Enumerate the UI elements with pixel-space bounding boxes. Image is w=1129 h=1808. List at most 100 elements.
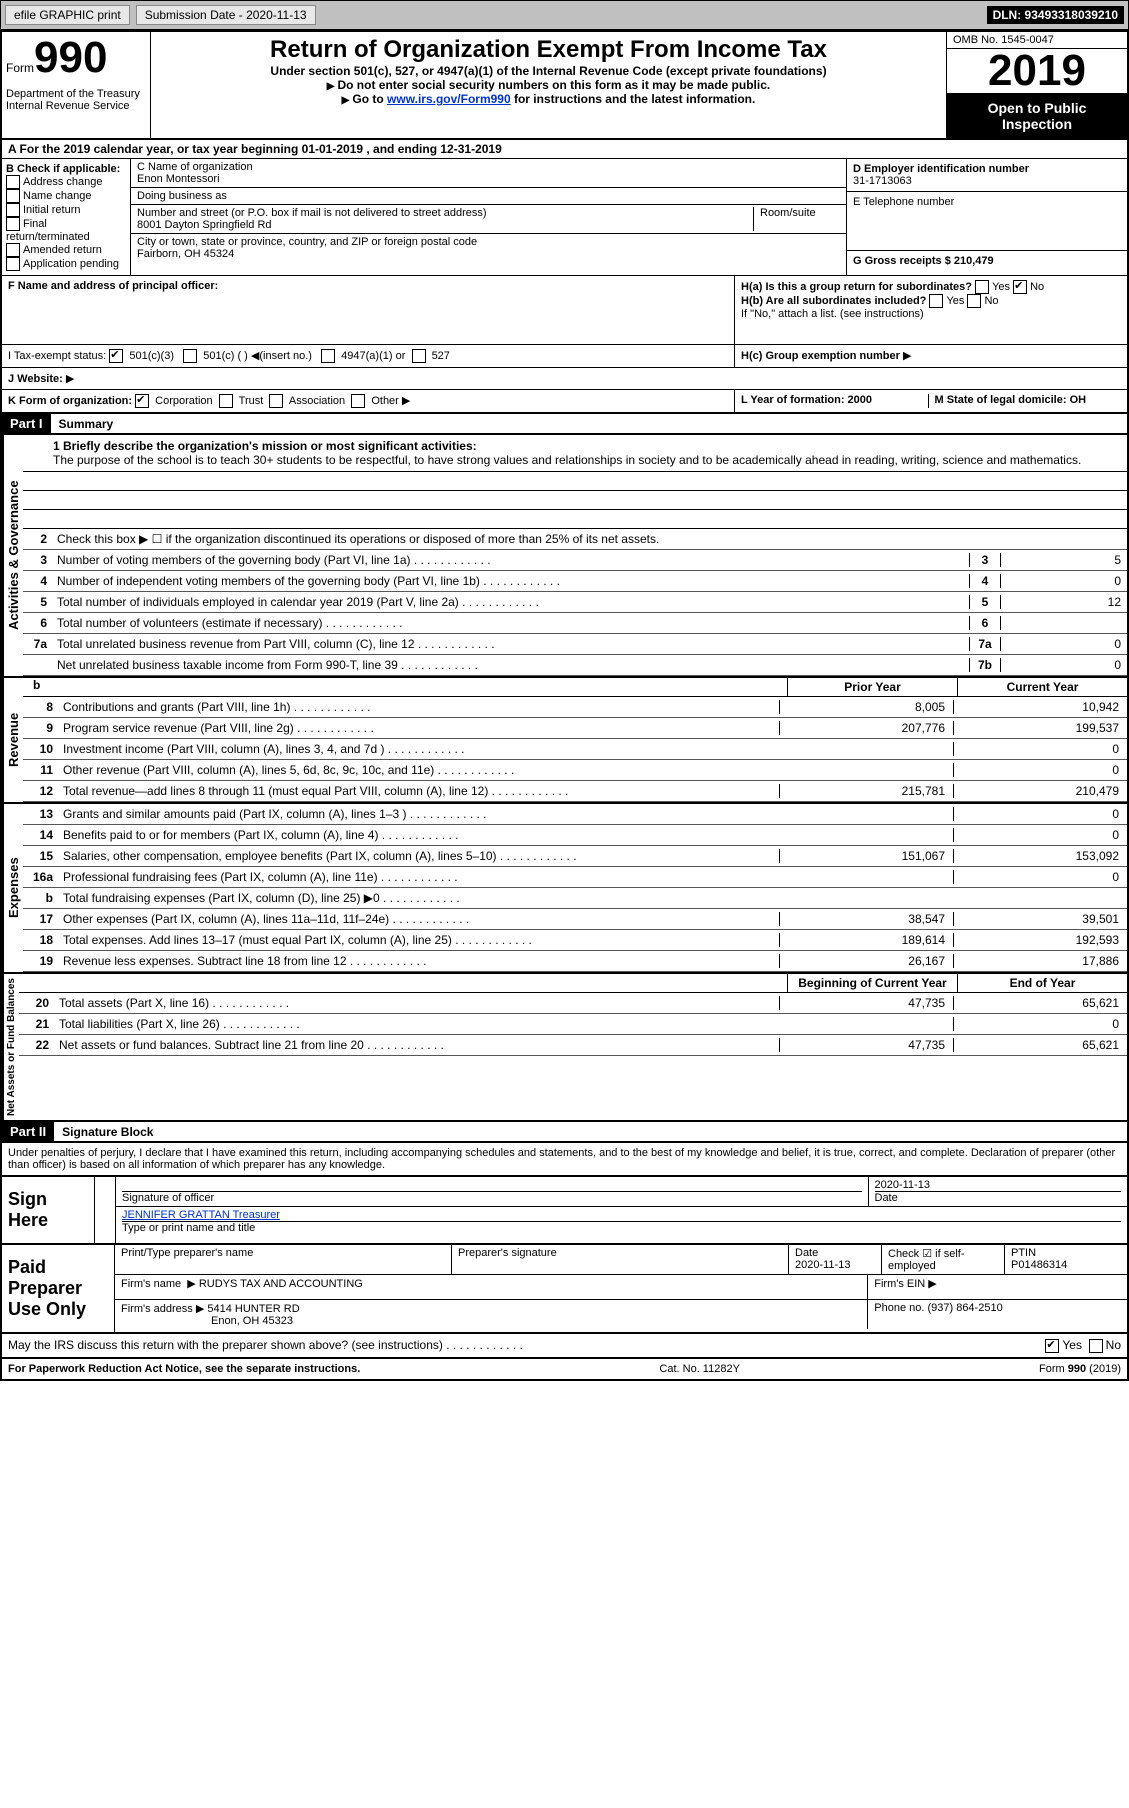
declaration: Under penalties of perjury, I declare th…: [2, 1143, 1127, 1177]
title-box: Return of Organization Exempt From Incom…: [151, 32, 946, 138]
gross-receipts: G Gross receipts $ 210,479: [853, 255, 1121, 267]
check-self-employed[interactable]: Check ☑ if self-employed: [882, 1245, 1005, 1274]
irs-label: Internal Revenue Service: [6, 100, 146, 112]
col-end: End of Year: [957, 974, 1127, 992]
footer: For Paperwork Reduction Act Notice, see …: [2, 1359, 1127, 1379]
vlabel-revenue: Revenue: [2, 678, 23, 802]
year-formation: L Year of formation: 2000: [741, 394, 929, 408]
dln-label: DLN: 93493318039210: [987, 6, 1124, 24]
netassets-section: Net Assets or Fund Balances Beginning of…: [2, 974, 1127, 1122]
data-line: 14Benefits paid to or for members (Part …: [23, 825, 1127, 846]
data-line: 16aProfessional fundraising fees (Part I…: [23, 867, 1127, 888]
ptin-value: P01486314: [1011, 1259, 1121, 1271]
check-initial-return[interactable]: Initial return: [6, 203, 126, 217]
data-line: 15Salaries, other compensation, employee…: [23, 846, 1127, 867]
part-1-header: Part I Summary: [2, 414, 1127, 435]
check-other[interactable]: [351, 394, 365, 408]
line1-label: 1 Briefly describe the organization's mi…: [53, 439, 477, 453]
instruction-2-prefix: Go to: [352, 92, 387, 106]
firm-addr1: 5414 HUNTER RD: [207, 1303, 299, 1315]
ptin-label: PTIN: [1011, 1247, 1121, 1259]
dba-label: Doing business as: [137, 190, 840, 202]
section-de: D Employer identification number 31-1713…: [847, 159, 1127, 275]
check-address-change[interactable]: Address change: [6, 175, 126, 189]
section-b: B Check if applicable: Address change Na…: [2, 159, 131, 275]
check-527[interactable]: [412, 349, 426, 363]
form-header: Form990 Department of the Treasury Inter…: [2, 32, 1127, 140]
preparer-date: 2020-11-13: [795, 1259, 875, 1271]
section-k-label: K Form of organization:: [8, 395, 132, 407]
data-line: 13Grants and similar amounts paid (Part …: [23, 804, 1127, 825]
section-j-label: J Website:: [8, 373, 63, 385]
line2: Check this box ▶ ☐ if the organization d…: [53, 530, 1127, 548]
summary-line: 7aTotal unrelated business revenue from …: [23, 634, 1127, 655]
open-public: Open to Public Inspection: [947, 94, 1127, 138]
vlabel-netassets: Net Assets or Fund Balances: [2, 974, 19, 1120]
firm-addr2: Enon, OH 45323: [121, 1315, 861, 1327]
form-no-footer: Form 990 (2019): [1039, 1363, 1121, 1375]
irs-link[interactable]: www.irs.gov/Form990: [387, 92, 511, 106]
check-application-pending[interactable]: Application pending: [6, 257, 126, 271]
discuss-yes[interactable]: [1045, 1339, 1059, 1353]
ein-label: D Employer identification number: [853, 163, 1121, 175]
officer-name-title: JENNIFER GRATTAN Treasurer: [122, 1209, 1121, 1221]
sign-here-label: Sign Here: [2, 1177, 95, 1243]
instruction-2-suffix: for instructions and the latest informat…: [511, 92, 756, 106]
section-c: C Name of organization Enon Montessori D…: [131, 159, 847, 275]
hb-label: H(b) Are all subordinates included?: [741, 295, 926, 307]
check-name-change[interactable]: Name change: [6, 189, 126, 203]
check-trust[interactable]: [219, 394, 233, 408]
city-value: Fairborn, OH 45324: [137, 248, 840, 260]
vlabel-governance: Activities & Governance: [2, 435, 23, 676]
tax-year: 2019: [947, 49, 1127, 94]
summary-line: Net unrelated business taxable income fr…: [23, 655, 1127, 676]
section-klm: K Form of organization: Corporation Trus…: [2, 390, 1127, 414]
expenses-section: Expenses 13Grants and similar amounts pa…: [2, 804, 1127, 974]
ein-value: 31-1713063: [853, 175, 1121, 187]
check-corporation[interactable]: [135, 394, 149, 408]
data-line: 8Contributions and grants (Part VIII, li…: [23, 697, 1127, 718]
check-amended-return[interactable]: Amended return: [6, 243, 126, 257]
paid-preparer-label: Paid Preparer Use Only: [2, 1245, 115, 1332]
discuss-no[interactable]: [1089, 1339, 1103, 1353]
col-beginning: Beginning of Current Year: [787, 974, 957, 992]
part-2-header: Part II Signature Block: [2, 1122, 1127, 1143]
sig-date-label: Date: [875, 1191, 1122, 1204]
entity-section: B Check if applicable: Address change Na…: [2, 159, 1127, 276]
form-number: 990: [34, 33, 107, 82]
paid-preparer-block: Paid Preparer Use Only Print/Type prepar…: [2, 1245, 1127, 1334]
preparer-name-label: Print/Type preparer's name: [115, 1245, 452, 1274]
sign-here-block: Sign Here Signature of officer 2020-11-1…: [2, 1177, 1127, 1245]
submission-date: Submission Date - 2020-11-13: [136, 5, 316, 25]
col-prior-year: Prior Year: [787, 678, 957, 696]
vlabel-expenses: Expenses: [2, 804, 23, 972]
form-990-box: Form990 Department of the Treasury Inter…: [2, 32, 151, 138]
instruction-1: Do not enter social security numbers on …: [337, 78, 770, 92]
efile-button[interactable]: efile GRAPHIC print: [5, 5, 130, 25]
right-box: OMB No. 1545-0047 2019 Open to Public In…: [946, 32, 1127, 138]
hb-note: If "No," attach a list. (see instruction…: [741, 308, 1121, 320]
check-4947[interactable]: [321, 349, 335, 363]
section-f-h: F Name and address of principal officer:…: [2, 276, 1127, 345]
section-b-label: B Check if applicable:: [6, 163, 126, 175]
check-final-return[interactable]: Final return/terminated: [6, 217, 126, 243]
data-line: 20Total assets (Part X, line 16)47,73565…: [19, 993, 1127, 1014]
city-label: City or town, state or province, country…: [137, 236, 840, 248]
data-line: 9Program service revenue (Part VIII, lin…: [23, 718, 1127, 739]
state-domicile: M State of legal domicile: OH: [929, 394, 1122, 408]
header-bar: efile GRAPHIC print Submission Date - 20…: [0, 0, 1129, 30]
data-line: 19Revenue less expenses. Subtract line 1…: [23, 951, 1127, 972]
check-501c3[interactable]: [109, 349, 123, 363]
form-container: Form990 Department of the Treasury Inter…: [0, 30, 1129, 1381]
firm-addr-label: Firm's address: [121, 1303, 193, 1315]
check-association[interactable]: [269, 394, 283, 408]
org-name: Enon Montessori: [137, 173, 840, 185]
preparer-date-label: Date: [795, 1247, 875, 1259]
data-line: bTotal fundraising expenses (Part IX, co…: [23, 888, 1127, 909]
firm-name: RUDYS TAX AND ACCOUNTING: [199, 1278, 363, 1290]
data-line: 10Investment income (Part VIII, column (…: [23, 739, 1127, 760]
summary-line: 3Number of voting members of the governi…: [23, 550, 1127, 571]
check-501c[interactable]: [183, 349, 197, 363]
section-j: J Website: ▶: [2, 368, 1127, 390]
data-line: 11Other revenue (Part VIII, column (A), …: [23, 760, 1127, 781]
